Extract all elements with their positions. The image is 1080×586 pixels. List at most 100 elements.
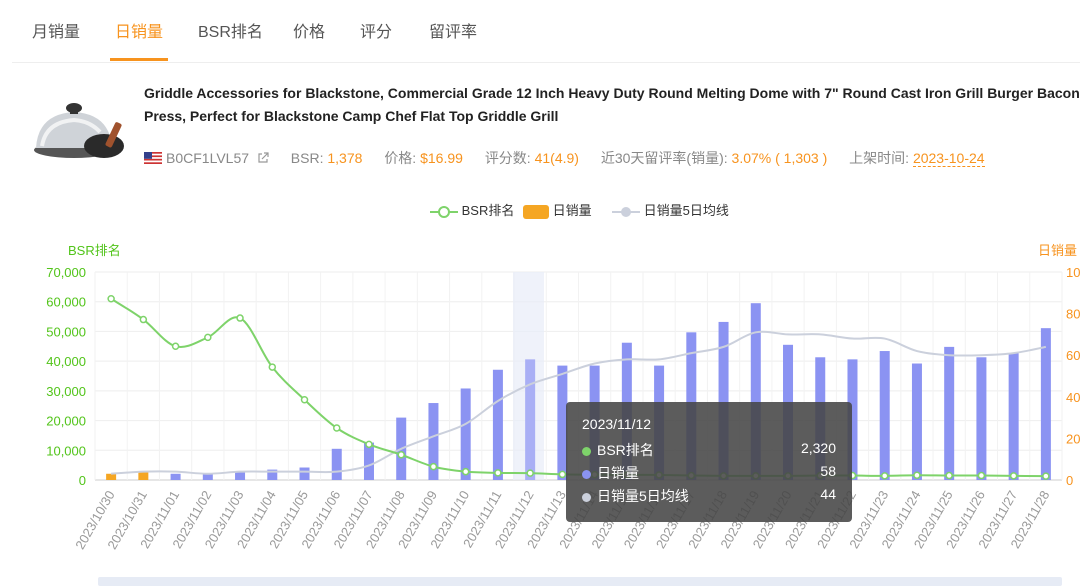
daily-sales-bar[interactable] xyxy=(879,351,890,480)
bsr-point[interactable] xyxy=(913,471,921,479)
legend-line-icon xyxy=(430,205,458,218)
left-axis-tick-label: 0 xyxy=(79,473,86,488)
product-title-line-2: Press, Perfect for Blackstone Camp Chef … xyxy=(144,108,559,124)
external-link-icon[interactable] xyxy=(257,152,269,164)
tooltip-value-avg: 44 xyxy=(820,486,836,502)
tooltip-dot-daily xyxy=(582,469,591,479)
daily-sales-bar[interactable] xyxy=(202,473,213,480)
bsr-point[interactable] xyxy=(204,333,212,342)
legend-item-bsr[interactable]: BSR排名 xyxy=(430,200,514,219)
bsr-point[interactable] xyxy=(139,315,148,324)
tooltip-label-avg: 日销量5日均线 xyxy=(597,488,689,504)
daily-sales-bar[interactable] xyxy=(363,442,374,480)
price-value: $16.99 xyxy=(420,150,463,166)
bsr-point[interactable] xyxy=(1009,472,1018,480)
bsr-point[interactable] xyxy=(461,467,470,476)
price-label: 价格: xyxy=(384,150,417,166)
asin[interactable]: B0CF1LVL57 xyxy=(166,150,250,166)
listed-date: 2023-10-24 xyxy=(912,150,985,167)
left-axis-tick-label: 50,000 xyxy=(46,324,86,339)
bsr-point[interactable] xyxy=(494,469,502,477)
tooltip-row-daily: 日销量 58 xyxy=(582,463,836,483)
daily-sales-bar[interactable] xyxy=(460,388,471,480)
legend-item-avg[interactable]: 日销量5日均线 xyxy=(612,200,729,219)
daily-sales-bar[interactable] xyxy=(170,473,181,480)
tooltip-row-bsr: BSR排名 2,320 xyxy=(582,440,836,460)
daily-sales-bar[interactable] xyxy=(106,473,117,480)
legend-item-daily[interactable]: 日销量 xyxy=(523,200,592,219)
daily-sales-bar[interactable] xyxy=(750,303,761,480)
bsr-point[interactable] xyxy=(397,450,405,459)
tab-price[interactable]: 价格 xyxy=(293,24,326,41)
left-axis-title: BSR排名 xyxy=(68,243,121,258)
listed-label: 上架时间: xyxy=(849,150,910,166)
bsr-point[interactable] xyxy=(171,342,180,351)
daily-sales-bar[interactable] xyxy=(492,369,503,480)
tab-rating[interactable]: 评分 xyxy=(360,24,393,41)
chart-zoom-scrollbar[interactable] xyxy=(98,577,1062,586)
daily-sales-bar[interactable] xyxy=(1008,353,1019,480)
bsr-point[interactable] xyxy=(365,440,373,449)
daily-sales-bar[interactable] xyxy=(299,467,310,480)
right-axis-tick-label: 100 xyxy=(1066,265,1080,280)
left-axis-tick-label: 30,000 xyxy=(46,384,86,399)
tooltip-date: 2023/11/12 xyxy=(582,416,652,432)
daily-sales-bar[interactable] xyxy=(911,363,922,480)
bsr-point[interactable] xyxy=(558,470,567,479)
legend-label-avg: 日销量5日均线 xyxy=(643,203,729,218)
left-axis-tick-label: 60,000 xyxy=(46,295,86,310)
tab-daily-sales[interactable]: 日销量 xyxy=(115,24,164,41)
right-axis-tick-label: 60 xyxy=(1066,348,1080,363)
bsr-point[interactable] xyxy=(1042,472,1050,480)
tab-review-rate[interactable]: 留评率 xyxy=(429,24,478,41)
daily-sales-bar[interactable] xyxy=(847,359,858,480)
daily-sales-bar[interactable] xyxy=(1040,328,1051,480)
tooltip-value-daily: 58 xyxy=(820,463,836,479)
bsr-point[interactable] xyxy=(300,396,309,404)
legend-bar-icon xyxy=(523,204,549,219)
right-axis-tick-label: 20 xyxy=(1066,431,1080,446)
daily-sales-bar[interactable] xyxy=(235,471,246,480)
tooltip-dot-bsr xyxy=(582,446,591,456)
bsr-point[interactable] xyxy=(526,469,534,477)
daily-sales-bar[interactable] xyxy=(267,469,278,480)
reviews-value: 41(4.9) xyxy=(534,150,579,166)
active-tab-underline xyxy=(110,58,168,61)
daily-sales-bar[interactable] xyxy=(718,321,729,480)
daily-sales-bar[interactable] xyxy=(428,403,439,480)
right-axis-title: 日销量 xyxy=(1038,243,1077,258)
bsr-point[interactable] xyxy=(945,471,953,480)
tab-bsr-rank[interactable]: BSR排名 xyxy=(198,24,263,41)
daily-sales-bar[interactable] xyxy=(331,448,342,480)
tooltip-label-bsr: BSR排名 xyxy=(597,442,654,458)
legend-avg-line-icon xyxy=(612,206,640,217)
us-flag-icon xyxy=(144,152,162,164)
review-rate-value: 3.07% ( 1,303 ) xyxy=(731,150,828,166)
reviews-label: 评分数: xyxy=(484,150,531,166)
bsr-point[interactable] xyxy=(977,471,986,480)
bsr-point[interactable] xyxy=(268,363,277,371)
left-axis-tick-label: 70,000 xyxy=(46,265,86,280)
legend-label-bsr: BSR排名 xyxy=(461,203,515,218)
product-image[interactable] xyxy=(30,92,126,164)
daily-sales-bar[interactable] xyxy=(138,471,149,480)
daily-sales-bar[interactable] xyxy=(976,357,987,480)
tab-monthly-sales[interactable]: 月销量 xyxy=(32,24,81,41)
daily-sales-bar[interactable] xyxy=(557,365,568,480)
right-axis-tick-label: 40 xyxy=(1066,390,1080,405)
bsr-point[interactable] xyxy=(333,424,341,432)
bsr-point[interactable] xyxy=(107,294,115,303)
bsr-point[interactable] xyxy=(880,472,889,480)
bsr-point[interactable] xyxy=(236,314,244,322)
right-axis-tick-label: 80 xyxy=(1066,307,1080,322)
legend-label-daily: 日销量 xyxy=(552,203,592,218)
chart-tooltip: 2023/11/12 BSR排名 2,320 日销量 58 日销量5日均线 44 xyxy=(566,402,852,522)
left-axis-tick-label: 40,000 xyxy=(46,354,86,369)
bsr-point[interactable] xyxy=(429,462,438,471)
daily-sales-bar[interactable] xyxy=(944,346,955,480)
product-title[interactable]: Griddle Accessories for Blackstone, Comm… xyxy=(144,82,1080,128)
bsr-label: BSR: xyxy=(290,150,324,166)
tab-bar: 月销量 日销量 BSR排名 价格 评分 留评率 xyxy=(0,0,1080,62)
daily-sales-bar[interactable] xyxy=(525,359,536,480)
